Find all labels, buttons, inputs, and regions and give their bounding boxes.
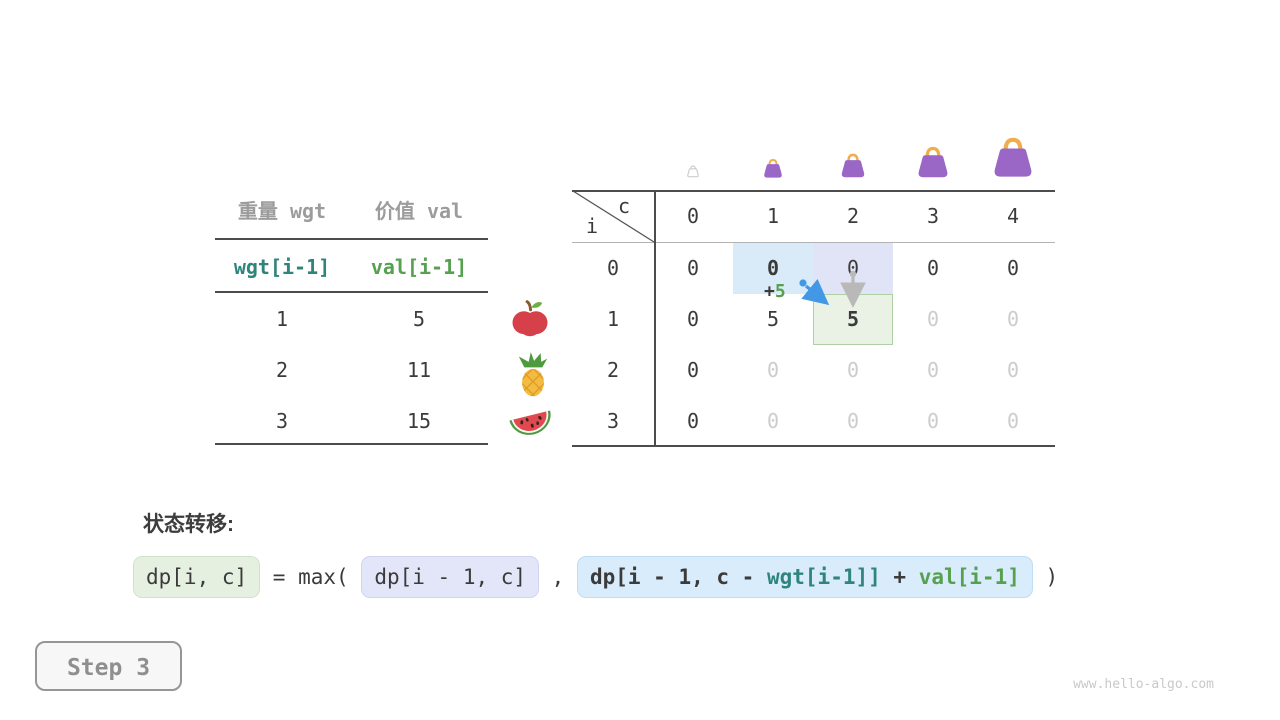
dp-cell-1-3: 0 [926, 307, 940, 331]
dp-cell-2-4: 0 [1006, 358, 1020, 382]
dp-cell-0-1: 0 [766, 256, 780, 280]
bag-capacity-4-icon [994, 137, 1032, 177]
arrow-skip-dot [799, 279, 807, 287]
formula-take-val: val[i-1] [918, 565, 1020, 589]
dp-col-header-2: 2 [846, 204, 860, 228]
formula-take-wgt: wgt[i-1]] [766, 565, 881, 589]
dp-cell-1-2: 5 [846, 307, 860, 331]
dp-row-header-3: 3 [606, 409, 620, 433]
dp-cell-2-0: 0 [686, 358, 700, 382]
arrow-skip-transition [801, 278, 830, 306]
formula-take-plus: + [880, 565, 919, 589]
transition-formula: dp[i, c] = max( dp[i - 1, c] , dp[i - 1,… [133, 556, 1058, 598]
dp-cell-2-3: 0 [926, 358, 940, 382]
dp-rule-header [572, 242, 1055, 243]
bag-capacity-3-icon [918, 146, 948, 178]
dp-col-header-0: 0 [686, 204, 700, 228]
formula-close-paren: ) [1032, 565, 1059, 589]
dp-row-header-0: 0 [606, 256, 620, 280]
dp-cell-1-1: 5 [766, 307, 780, 331]
dp-table: c i 0 1 2 3 4 0 1 2 3 0 0 0 0 0 0 5 5 0 … [572, 190, 1055, 448]
annotation-value: 5 [774, 281, 786, 302]
dp-cell-3-1: 0 [766, 409, 780, 433]
item-row-3-weight: 3 [275, 409, 289, 433]
dp-cell-0-4: 0 [1006, 256, 1020, 280]
watermelon-icon [509, 410, 551, 435]
dp-corner-col-var: c [618, 194, 631, 218]
items-table-rule-bottom [215, 443, 488, 445]
dp-cell-3-3: 0 [926, 409, 940, 433]
dp-overlay [572, 190, 866, 308]
apple-icon [512, 300, 548, 337]
item-row-3-value: 15 [406, 409, 432, 433]
formula-comma: , [539, 565, 577, 589]
formula-lhs: dp[i, c] [133, 556, 261, 598]
dp-cell-0-3: 0 [926, 256, 940, 280]
dp-cell-3-0: 0 [686, 409, 700, 433]
pineapple-icon [518, 352, 548, 397]
watermark: www.hello-algo.com [1073, 677, 1214, 692]
dp-cell-1-0: 0 [686, 307, 700, 331]
items-header-value: 价值 val [374, 199, 464, 223]
step-button[interactable]: Step 3 [35, 641, 182, 691]
item-row-2-weight: 2 [275, 358, 289, 382]
bag-capacity-0-icon [687, 165, 699, 178]
corner-diagonal-line [572, 190, 655, 243]
dp-row-header-1: 1 [606, 307, 620, 331]
dp-rule-vertical [654, 190, 656, 447]
dp-col-header-1: 1 [766, 204, 780, 228]
dp-row-header-2: 2 [606, 358, 620, 382]
dp-rule-bottom [572, 445, 1055, 447]
annotation-plus: + [764, 281, 775, 302]
items-table-rule-mid [215, 291, 488, 293]
formula-equals-max: = max( [260, 565, 362, 589]
dp-highlight-skip-cell [733, 243, 813, 294]
formula-option-skip: dp[i - 1, c] [361, 556, 540, 598]
dp-cell-3-4: 0 [1006, 409, 1020, 433]
items-index-val: val[i-1] [370, 255, 468, 279]
bag-capacity-1-icon [764, 159, 782, 178]
item-row-2-value: 11 [406, 358, 432, 382]
dp-cell-2-2: 0 [846, 358, 860, 382]
dp-cell-1-4: 0 [1006, 307, 1020, 331]
dp-rule-top [572, 190, 1055, 192]
dp-col-header-4: 4 [1006, 204, 1020, 228]
arrow-take-dot [849, 270, 857, 278]
item-row-1-value: 5 [412, 307, 426, 331]
formula-take-dp: dp[i - 1, c - [589, 565, 767, 589]
dp-cell-2-1: 0 [766, 358, 780, 382]
state-transition-heading: 状态转移: [143, 513, 234, 536]
items-index-wgt: wgt[i-1] [233, 255, 331, 279]
items-header-weight: 重量 wgt [237, 199, 327, 223]
transition-annotation: +5 [764, 282, 786, 302]
dp-corner-row-var: i [586, 214, 599, 238]
formula-option-take: dp[i - 1, c - wgt[i-1]] + val[i-1] [576, 556, 1033, 598]
dp-cell-0-0: 0 [686, 256, 700, 280]
bag-capacity-2-icon [841, 153, 865, 178]
dp-cell-3-2: 0 [846, 409, 860, 433]
items-table-rule-top [215, 238, 488, 240]
dp-col-header-3: 3 [926, 204, 940, 228]
item-row-1-weight: 1 [275, 307, 289, 331]
